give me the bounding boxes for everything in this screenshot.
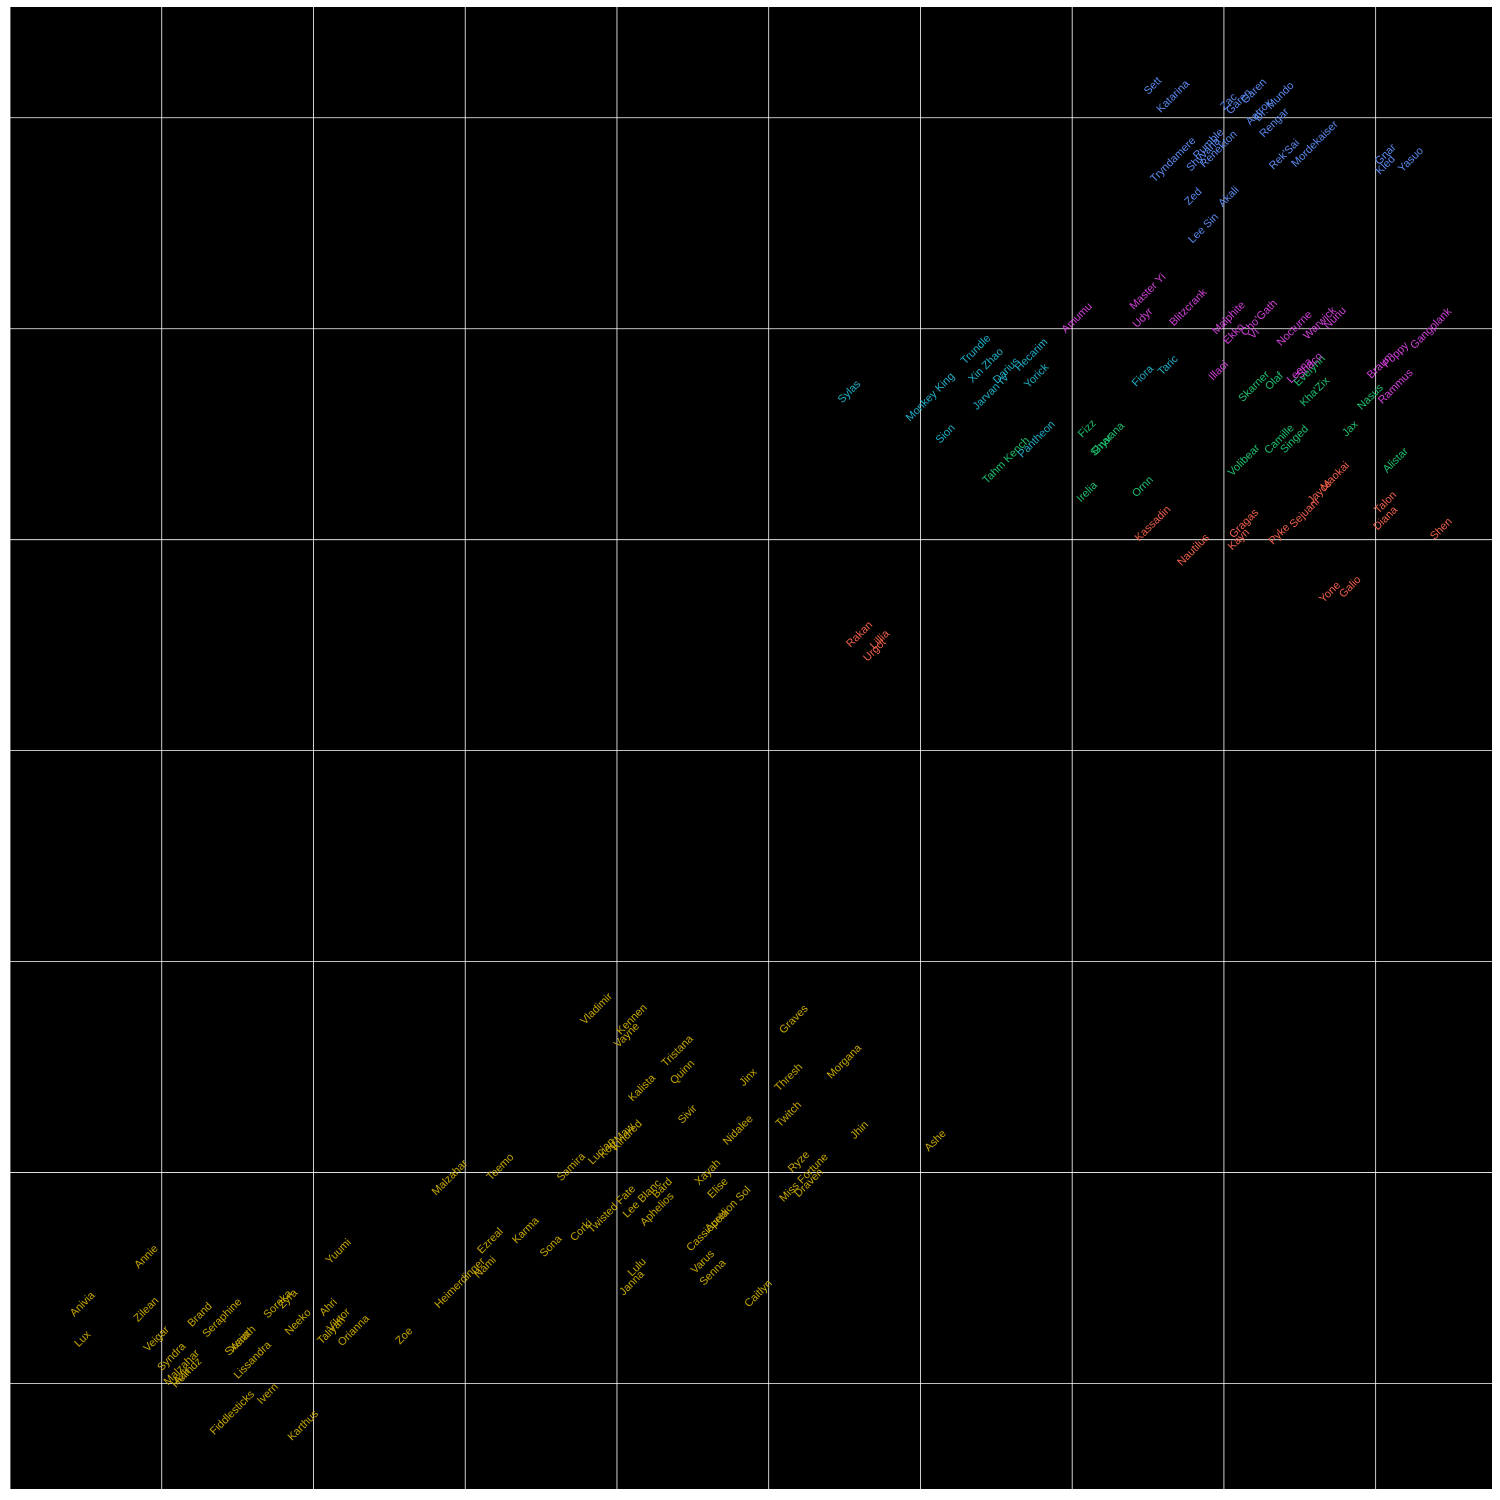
plot-area — [10, 7, 1492, 1489]
grid-lines — [9, 7, 1492, 1489]
